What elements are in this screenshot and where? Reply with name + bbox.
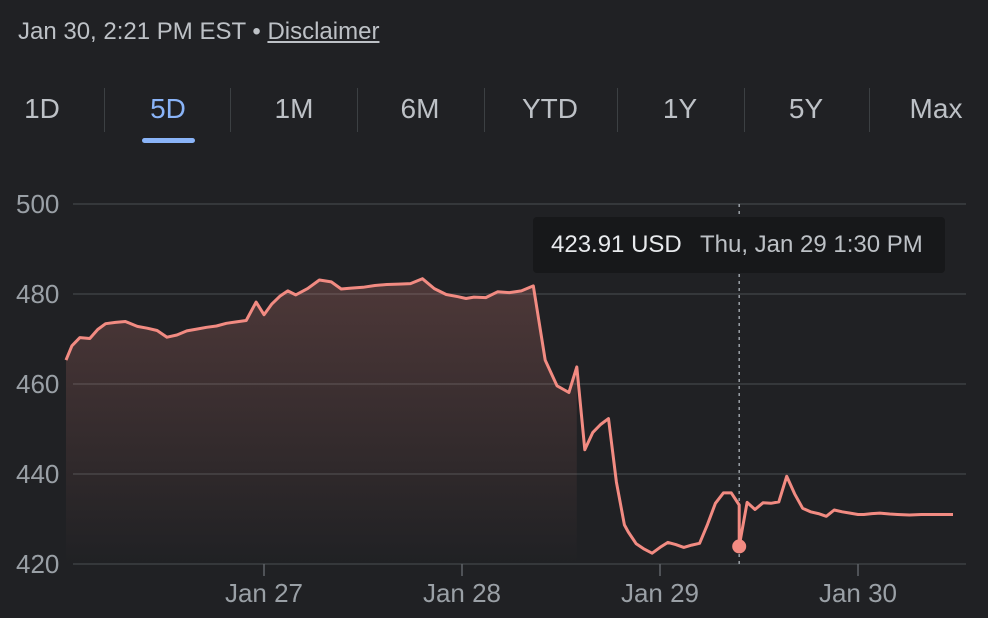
tab-separator	[617, 88, 618, 132]
tab-1m[interactable]: 1M	[274, 93, 314, 124]
price-tooltip: 423.91 USD Thu, Jan 29 1:30 PM	[533, 217, 945, 273]
tab-max[interactable]: Max	[909, 93, 963, 124]
x-tick-label: Jan 30	[819, 578, 897, 608]
highlight-point[interactable]	[732, 539, 747, 554]
area-fill	[66, 278, 577, 564]
y-tick-label: 500	[16, 189, 59, 219]
range-tabs: 1D 5D 1M 6M YTD 1Y 5Y Max	[0, 84, 988, 144]
x-tick-label: Jan 29	[621, 578, 699, 608]
tooltip-time: Thu, Jan 29 1:30 PM	[699, 231, 923, 258]
x-tick-label: Jan 27	[225, 578, 303, 608]
tab-6m[interactable]: 6M	[400, 93, 440, 124]
tab-separator	[869, 88, 870, 132]
tab-separator	[230, 88, 231, 132]
header: Jan 30, 2:21 PM EST • Disclaimer	[18, 18, 379, 46]
tab-ytd[interactable]: YTD	[522, 93, 578, 124]
y-tick-label: 420	[16, 549, 59, 579]
y-tick-label: 440	[16, 459, 59, 489]
tab-1y[interactable]: 1Y	[662, 93, 698, 124]
x-tick-label: Jan 28	[423, 578, 501, 608]
tab-separator	[484, 88, 485, 132]
tab-1d[interactable]: 1D	[24, 93, 60, 124]
tab-5y[interactable]: 5Y	[788, 93, 824, 124]
timestamp: Jan 30, 2:21 PM EST	[18, 18, 246, 45]
separator-dot: •	[252, 18, 261, 45]
tab-separator	[104, 88, 105, 132]
tab-separator	[744, 88, 745, 132]
y-tick-label: 460	[16, 369, 59, 399]
tab-5d[interactable]: 5D	[150, 93, 186, 124]
active-tab-indicator	[142, 138, 195, 143]
price-series-line	[64, 277, 953, 555]
tooltip-price: 423.91 USD	[551, 231, 682, 258]
y-tick-label: 480	[16, 279, 59, 309]
disclaimer-link[interactable]: Disclaimer	[267, 18, 380, 45]
tab-separator	[357, 88, 358, 132]
